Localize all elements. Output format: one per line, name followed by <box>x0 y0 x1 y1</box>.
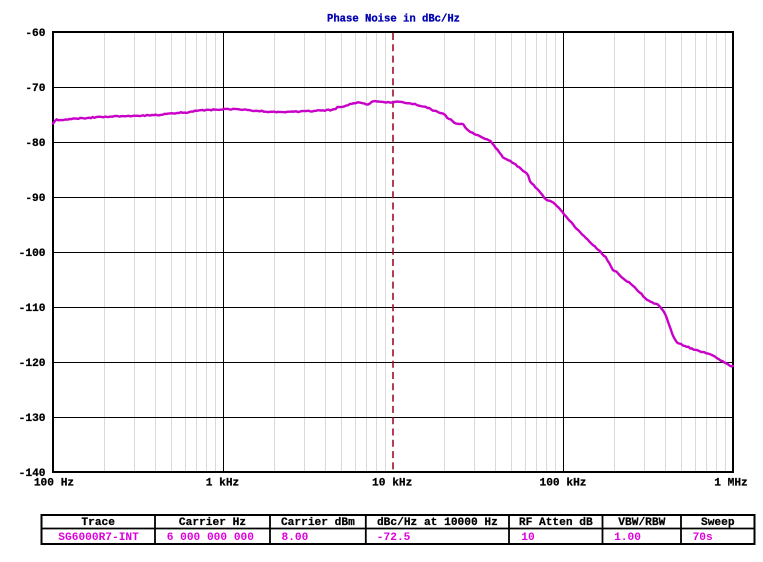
svg-text:Carrier Hz: Carrier Hz <box>179 517 246 529</box>
svg-text:-130: -130 <box>19 413 46 425</box>
svg-text:10: 10 <box>521 532 535 544</box>
svg-text:Phase Noise in dBc/Hz: Phase Noise in dBc/Hz <box>327 14 460 26</box>
svg-text:SG6000R7-INT: SG6000R7-INT <box>58 532 139 544</box>
svg-text:-70: -70 <box>25 83 45 95</box>
svg-text:-100: -100 <box>19 248 46 260</box>
svg-text:-140: -140 <box>19 468 46 480</box>
svg-text:6 000 000 000: 6 000 000 000 <box>167 532 255 544</box>
svg-text:RF Atten dB: RF Atten dB <box>519 517 593 529</box>
svg-text:100 kHz: 100 kHz <box>540 478 587 490</box>
svg-text:dBc/Hz at 10000 Hz: dBc/Hz at 10000 Hz <box>377 517 498 529</box>
svg-text:-120: -120 <box>19 358 46 370</box>
svg-text:70s: 70s <box>693 532 713 544</box>
svg-text:-90: -90 <box>25 193 45 205</box>
svg-text:100 Hz: 100 Hz <box>34 478 74 490</box>
svg-text:1 MHz: 1 MHz <box>714 478 748 490</box>
svg-text:-110: -110 <box>19 303 46 315</box>
svg-text:-80: -80 <box>25 138 45 150</box>
svg-text:1.00: 1.00 <box>614 532 641 544</box>
svg-text:-60: -60 <box>25 28 45 40</box>
svg-text:VBW/RBW: VBW/RBW <box>618 517 665 529</box>
svg-text:-72.5: -72.5 <box>377 532 411 544</box>
svg-text:1 kHz: 1 kHz <box>206 478 240 490</box>
svg-text:8.00: 8.00 <box>282 532 309 544</box>
svg-text:Trace: Trace <box>81 517 115 529</box>
svg-text:Sweep: Sweep <box>701 517 735 529</box>
svg-text:Carrier dBm: Carrier dBm <box>281 517 355 529</box>
svg-text:10 kHz: 10 kHz <box>372 478 412 490</box>
